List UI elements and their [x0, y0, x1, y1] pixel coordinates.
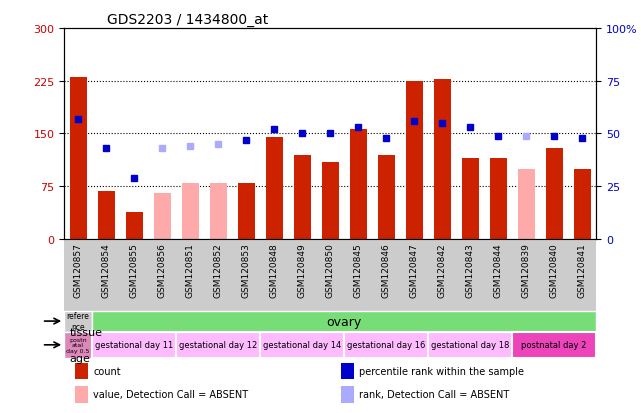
Text: rank, Detection Call = ABSENT: rank, Detection Call = ABSENT — [360, 389, 510, 399]
Text: postnatal day 2: postnatal day 2 — [521, 340, 587, 349]
Text: GSM120850: GSM120850 — [326, 243, 335, 298]
Text: GDS2203 / 1434800_at: GDS2203 / 1434800_at — [106, 12, 268, 26]
Bar — [210, 183, 226, 240]
Text: GSM120852: GSM120852 — [213, 243, 222, 297]
Text: gestational day 14: gestational day 14 — [263, 340, 341, 349]
Text: GSM120839: GSM120839 — [522, 243, 531, 298]
Bar — [344, 332, 428, 358]
Bar — [512, 332, 596, 358]
Text: GSM120857: GSM120857 — [74, 243, 83, 298]
Text: gestational day 16: gestational day 16 — [347, 340, 426, 349]
Bar — [462, 159, 479, 240]
Text: GSM120840: GSM120840 — [549, 243, 558, 297]
Text: count: count — [94, 366, 121, 376]
Bar — [64, 332, 92, 358]
Bar — [126, 213, 142, 240]
Bar — [341, 386, 354, 403]
Text: gestational day 18: gestational day 18 — [431, 340, 510, 349]
Bar — [378, 155, 394, 240]
Bar — [428, 332, 512, 358]
Text: age: age — [69, 353, 90, 363]
Bar — [238, 183, 254, 240]
Text: GSM120851: GSM120851 — [186, 243, 195, 298]
Bar — [322, 162, 338, 240]
Text: tissue: tissue — [69, 327, 103, 337]
Bar — [434, 79, 451, 240]
Bar — [64, 311, 92, 332]
Text: postn
atal
day 0.5: postn atal day 0.5 — [67, 337, 90, 353]
Text: percentile rank within the sample: percentile rank within the sample — [360, 366, 524, 376]
Bar — [490, 159, 506, 240]
Text: GSM120841: GSM120841 — [578, 243, 587, 297]
Bar — [341, 363, 354, 380]
Text: GSM120844: GSM120844 — [494, 243, 503, 297]
Bar — [266, 138, 283, 240]
Bar — [70, 78, 87, 240]
Text: ovary: ovary — [326, 315, 362, 328]
Text: GSM120846: GSM120846 — [381, 243, 390, 297]
Bar — [574, 169, 590, 240]
Bar — [406, 81, 422, 240]
Text: GSM120847: GSM120847 — [410, 243, 419, 297]
Bar — [97, 192, 115, 240]
Bar — [176, 332, 260, 358]
Text: GSM120849: GSM120849 — [297, 243, 306, 297]
Bar — [75, 386, 88, 403]
Text: GSM120853: GSM120853 — [242, 243, 251, 298]
Text: value, Detection Call = ABSENT: value, Detection Call = ABSENT — [94, 389, 249, 399]
Bar — [181, 183, 199, 240]
Text: GSM120854: GSM120854 — [102, 243, 111, 297]
Text: gestational day 11: gestational day 11 — [95, 340, 173, 349]
Text: GSM120843: GSM120843 — [465, 243, 474, 297]
Bar — [154, 194, 171, 240]
Text: GSM120856: GSM120856 — [158, 243, 167, 298]
Bar — [294, 155, 310, 240]
Bar — [92, 332, 176, 358]
Bar — [75, 363, 88, 380]
Bar — [260, 332, 344, 358]
Bar — [350, 129, 367, 240]
Text: GSM120845: GSM120845 — [354, 243, 363, 297]
Text: GSM120842: GSM120842 — [438, 243, 447, 297]
Text: GSM120848: GSM120848 — [270, 243, 279, 297]
Bar — [518, 169, 535, 240]
Text: refere
nce: refere nce — [67, 312, 90, 331]
Text: GSM120855: GSM120855 — [129, 243, 138, 298]
Bar — [545, 148, 563, 240]
Text: gestational day 12: gestational day 12 — [179, 340, 257, 349]
